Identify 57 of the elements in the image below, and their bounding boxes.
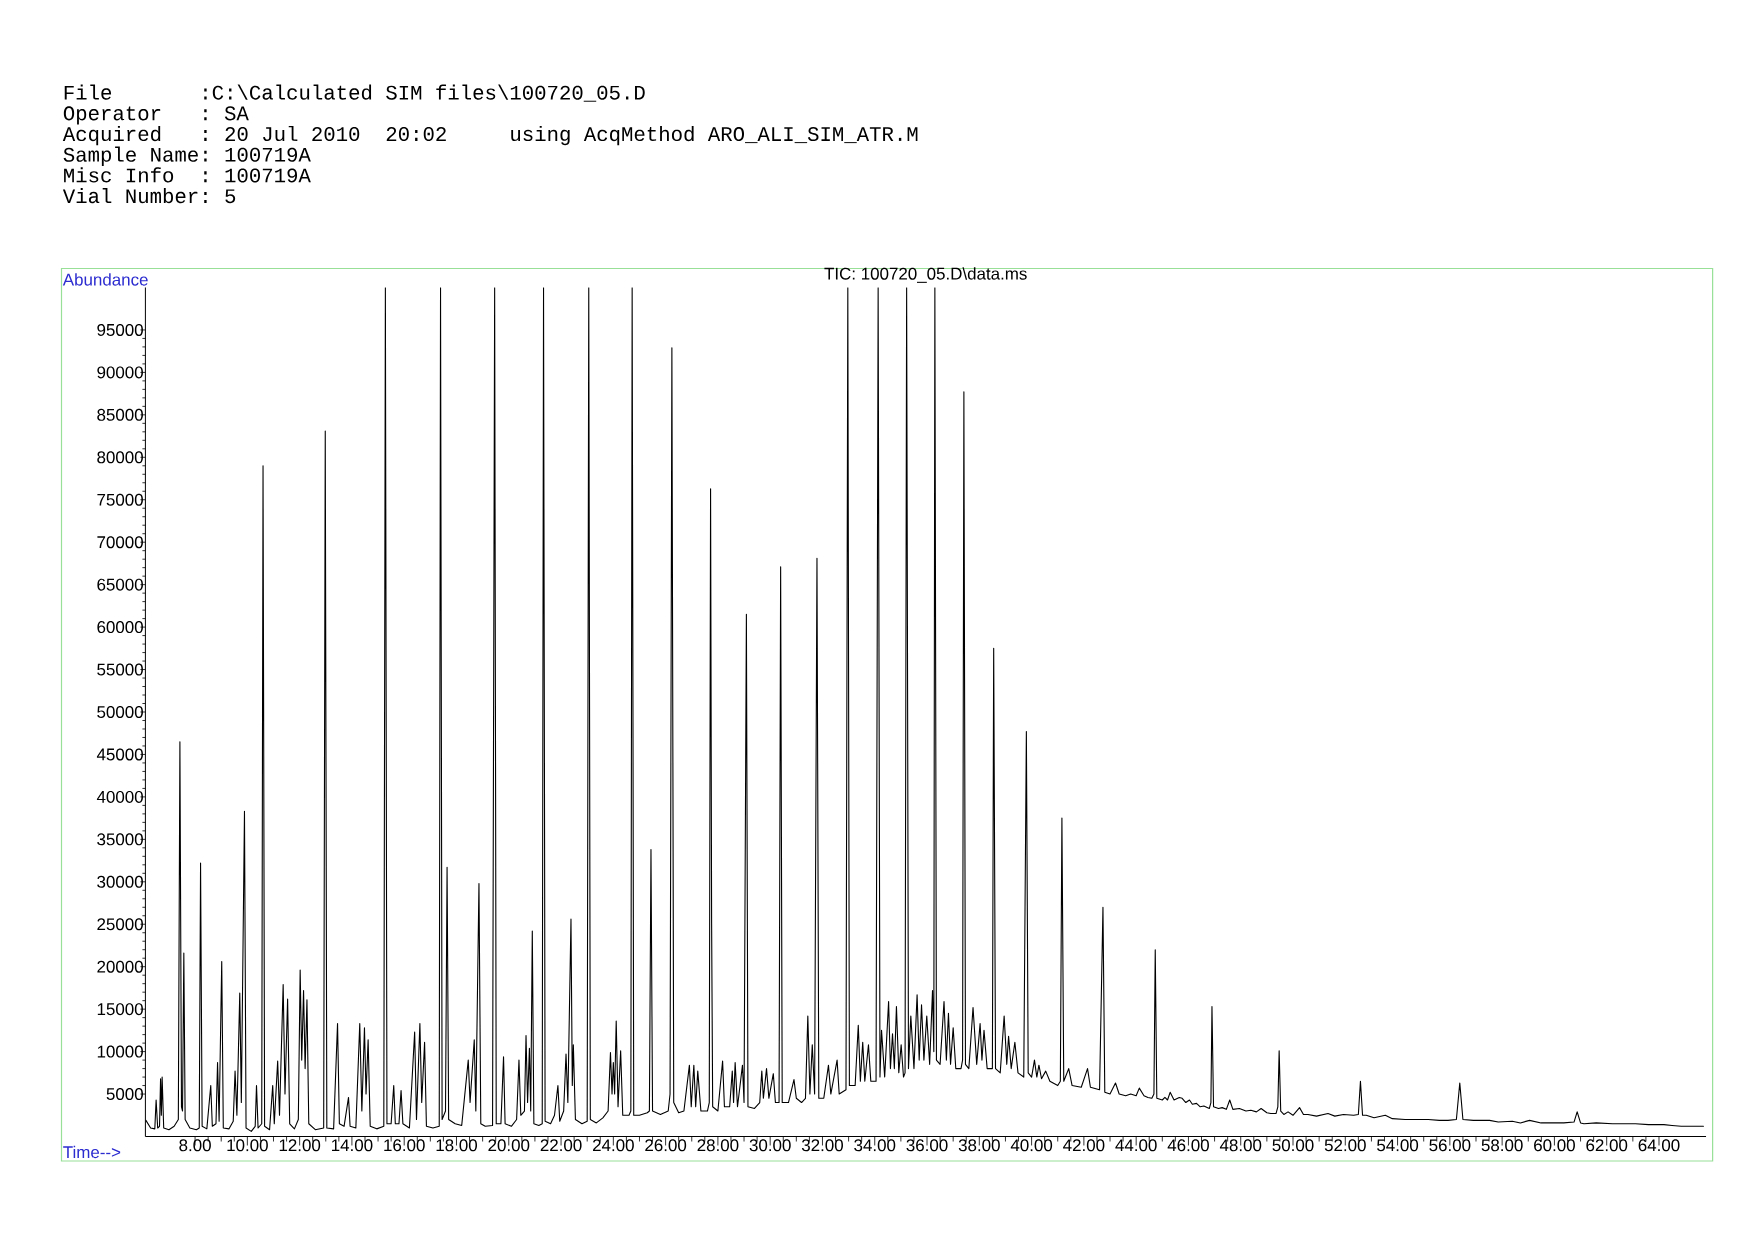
y-tick-label: 80000 [97, 451, 143, 464]
x-tick-label: 10.00 [227, 1139, 268, 1152]
y-tick-label: 70000 [97, 536, 143, 549]
x-tick-label: 46.00 [1167, 1139, 1209, 1152]
x-tick-label: 18.00 [436, 1139, 478, 1152]
x-tick-label: 48.00 [1219, 1139, 1262, 1152]
x-tick-label: 50.00 [1272, 1139, 1314, 1152]
x-tick-label: 32.00 [801, 1139, 843, 1152]
x-tick-label: 26.00 [645, 1139, 687, 1152]
y-tick-label: 15000 [97, 1003, 143, 1016]
y-tick-label: 10000 [97, 1045, 143, 1058]
x-tick-label: 56.00 [1429, 1139, 1471, 1152]
x-tick-label: 58.00 [1481, 1139, 1523, 1152]
y-tick-label: 65000 [97, 578, 143, 591]
x-tick-label: 44.00 [1115, 1139, 1157, 1152]
x-tick-label: 62.00 [1586, 1139, 1628, 1152]
x-tick-label: 42.00 [1063, 1139, 1105, 1152]
y-tick-label: 75000 [97, 493, 143, 506]
x-tick-label: 38.00 [958, 1139, 1000, 1152]
y-tick-label: 35000 [97, 833, 143, 846]
x-tick-label: 60.00 [1534, 1139, 1575, 1152]
x-tick-label: 34.00 [854, 1139, 896, 1152]
x-tick-label: 52.00 [1324, 1139, 1366, 1152]
x-tick-label: 22.00 [540, 1139, 582, 1152]
text: Acquired : 20 Jul 2010 20:02 using AcqMethod ARO_ALI_SIM_ATR.M [62, 125, 918, 146]
x-tick-label: 40.00 [1010, 1139, 1053, 1152]
y-tick-label: 45000 [96, 748, 143, 761]
x-axis-title: Time--> [63, 1145, 121, 1159]
y-tick-label: 60000 [97, 621, 143, 634]
text: Misc Info : 100719A [64, 167, 311, 183]
x-tick-label: 64.00 [1638, 1139, 1680, 1152]
x-tick-label: 12.00 [279, 1139, 321, 1152]
x-tick-label: 16.00 [384, 1139, 425, 1152]
y-tick-label: 90000 [97, 366, 143, 379]
x-tick-label: 8.00 [179, 1139, 211, 1152]
text: Vial Number: 5 [62, 188, 236, 204]
x-tick-label: 30.00 [749, 1139, 791, 1152]
x-tick-label: 20.00 [488, 1139, 530, 1152]
x-tick-label: 54.00 [1377, 1139, 1419, 1152]
y-tick-label: 40000 [96, 790, 143, 803]
text: Sample Name: 100719A [63, 146, 311, 166]
chart-title: TIC: 100720_05.D\data.ms [824, 267, 1027, 283]
text: File :C:\Calculated SIM files\100720_05.D [64, 84, 645, 102]
y-tick-label: 5000 [106, 1088, 143, 1101]
y-tick-label: 20000 [97, 960, 143, 973]
x-tick-label: 28.00 [697, 1139, 739, 1152]
y-axis-title: Abundance [62, 273, 148, 286]
y-tick-label: 50000 [97, 706, 143, 718]
y-tick-label: 85000 [97, 408, 143, 421]
x-tick-label: 24.00 [593, 1139, 634, 1152]
y-tick-label: 30000 [97, 875, 143, 888]
y-tick-label: 95000 [97, 323, 143, 336]
x-tick-label: 36.00 [906, 1139, 948, 1152]
y-tick-label: 55000 [97, 663, 143, 676]
text: Operator : SA [63, 106, 249, 125]
y-tick-label: 25000 [97, 918, 143, 931]
x-tick-label: 14.00 [332, 1139, 373, 1152]
